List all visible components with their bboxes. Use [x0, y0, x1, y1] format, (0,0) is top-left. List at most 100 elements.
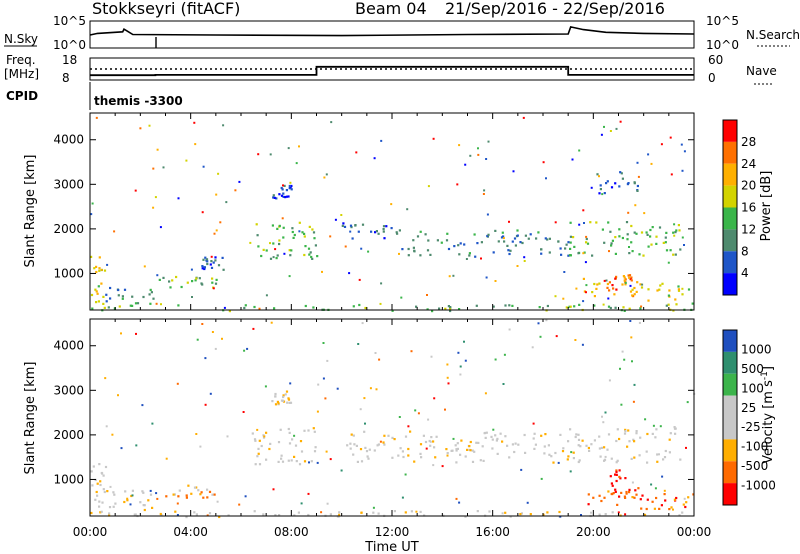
range-cell [426, 294, 428, 296]
range-cell [628, 246, 630, 248]
range-cell [291, 438, 294, 441]
range-cell [480, 241, 483, 244]
velocity-colorbar: 1000 500 100 25 -25 -100 -500 -1000 [722, 329, 776, 506]
range-cell [209, 392, 212, 395]
range-cell [407, 447, 410, 451]
range-cell [578, 459, 581, 462]
range-cell [476, 510, 479, 513]
range-cell [275, 197, 278, 200]
range-cell [99, 480, 102, 483]
range-cell [375, 388, 378, 391]
range-cell [90, 255, 93, 258]
range-cell [681, 293, 684, 296]
range-cell [545, 177, 547, 180]
range-cell [402, 455, 405, 459]
range-cell [577, 444, 580, 447]
range-cell [121, 297, 124, 300]
range-cell [194, 279, 197, 282]
range-cell [373, 449, 376, 452]
range-cell [508, 252, 511, 256]
range-cell [663, 456, 667, 459]
range-cell [151, 422, 154, 425]
range-cell [516, 265, 519, 267]
range-cell [165, 457, 168, 460]
range-cell [639, 307, 642, 310]
range-cell [635, 290, 638, 293]
range-cell [546, 304, 549, 308]
range-cell [390, 227, 393, 230]
range-cell [290, 459, 293, 462]
range-cell [428, 439, 431, 443]
range-cell [286, 401, 289, 404]
range-cell [350, 226, 353, 229]
range-cell [652, 424, 655, 427]
range-cell [149, 288, 152, 291]
range-cell [633, 440, 636, 443]
range-cell [634, 489, 637, 492]
range-cell [211, 331, 214, 333]
range-cell [359, 408, 362, 411]
range-cell [625, 492, 628, 495]
range-cell [209, 263, 212, 266]
range-cell [272, 194, 275, 197]
range-cell [444, 307, 447, 310]
range-cell [499, 432, 502, 435]
range-cell [659, 425, 662, 428]
range-cell [352, 453, 355, 456]
range-cell [329, 513, 332, 516]
range-cell [204, 256, 207, 259]
range-cell [307, 429, 310, 432]
range-cell [540, 252, 543, 255]
range-cell [293, 455, 296, 458]
range-cell [615, 439, 618, 443]
range-cell [427, 239, 430, 242]
range-cell [269, 153, 272, 156]
range-cell [287, 398, 291, 401]
range-cell [638, 321, 641, 324]
range-cell [301, 231, 304, 234]
range-cell [195, 277, 198, 280]
range-cell [611, 284, 614, 287]
range-cell [136, 302, 140, 305]
range-cell [199, 445, 202, 448]
range-cell [631, 250, 634, 253]
range-cell [585, 444, 588, 447]
range-cell [196, 338, 199, 341]
range-cell [569, 305, 572, 308]
range-cell [289, 401, 293, 404]
range-cell [569, 241, 572, 244]
range-cell [628, 307, 631, 310]
range-cell [636, 161, 639, 164]
range-cell [494, 229, 497, 232]
nsearch-tick-top: 10^5 [706, 14, 739, 28]
range-cell [567, 241, 570, 244]
range-cell [363, 397, 366, 400]
range-cell [566, 458, 569, 461]
range-cell [535, 237, 538, 240]
range-cell [598, 435, 601, 438]
range-cell [98, 269, 101, 272]
range-cell [631, 496, 634, 499]
range-cell [596, 173, 599, 176]
range-cell [258, 439, 261, 442]
range-cell [661, 282, 664, 285]
range-cell [627, 274, 630, 277]
range-cell [620, 491, 623, 494]
range-cell [520, 512, 523, 515]
range-cell [201, 267, 204, 270]
colorbar-swatch [723, 351, 737, 374]
range-cell [626, 238, 629, 241]
range-cell [482, 193, 485, 195]
range-cell [226, 435, 229, 438]
range-cell [159, 226, 162, 229]
range-cell [359, 448, 363, 451]
range-cell [274, 248, 277, 251]
colorbar-swatch [723, 251, 737, 274]
range-cell [504, 435, 507, 438]
nsky-series-line [89, 25, 695, 37]
range-cell [434, 456, 437, 459]
range-cell [473, 450, 476, 453]
colorbar-tick-label: 16 [741, 201, 756, 215]
range-cell [349, 442, 352, 445]
range-cell [513, 450, 516, 454]
